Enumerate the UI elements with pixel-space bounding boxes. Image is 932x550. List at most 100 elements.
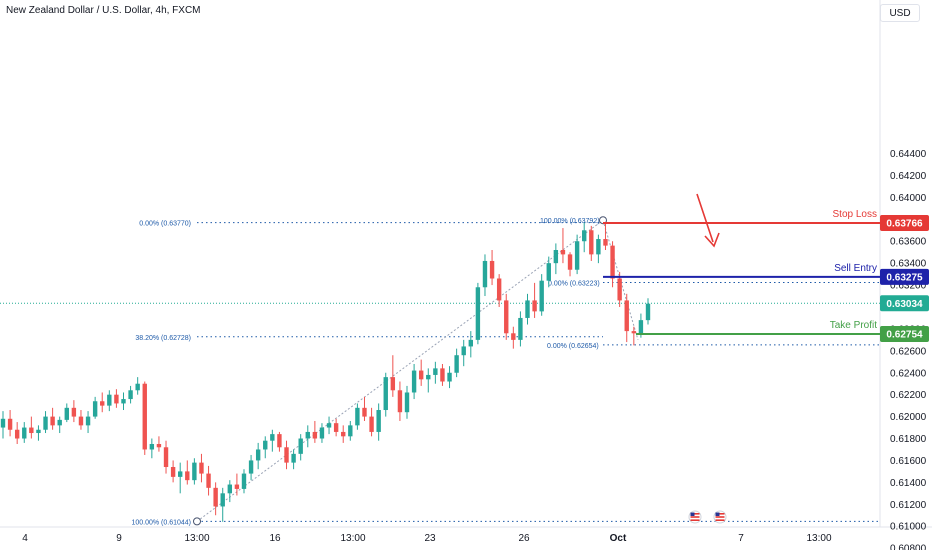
x-tick-label: 13:00 [340, 533, 365, 544]
y-tick-label: 0.63600 [890, 237, 927, 248]
candle-body [128, 390, 133, 400]
candle-body [433, 368, 438, 375]
level-name: Sell Entry [834, 263, 877, 274]
y-tick-label: 0.64200 [890, 171, 927, 182]
candle-body [114, 394, 119, 404]
candle-body [553, 250, 559, 264]
candle-body [220, 493, 225, 507]
y-tick-label: 0.64000 [890, 193, 927, 204]
fib-label: 38.20% (0.62728) [135, 335, 191, 342]
level-name: Stop Loss [833, 209, 877, 220]
candle-body [43, 416, 48, 430]
candle-body [107, 394, 112, 406]
candle-body [504, 300, 509, 334]
candle-body [234, 484, 240, 489]
y-tick-label: 0.61400 [890, 478, 927, 489]
candle-body [170, 467, 176, 477]
candle-body [326, 423, 332, 428]
y-tick-label: 0.61600 [890, 456, 927, 467]
y-tick-label: 0.62400 [890, 368, 927, 379]
candle-body [418, 370, 424, 380]
candle-body [263, 440, 268, 450]
candle-body [178, 471, 183, 477]
candle-body [142, 383, 147, 450]
x-tick-label: 13:00 [806, 533, 831, 544]
candle-body [241, 473, 247, 489]
candle-body [333, 423, 339, 432]
candle-body [440, 368, 445, 382]
chart-title: New Zealand Dollar / U.S. Dollar, 4h, FX… [6, 5, 201, 16]
candle-body [404, 392, 410, 413]
us-flag-icon [715, 513, 725, 515]
candle-body [475, 287, 481, 340]
candle-body [426, 374, 431, 380]
candle-body [397, 390, 403, 413]
candle-body [291, 453, 296, 463]
x-tick-label: 4 [22, 533, 28, 544]
candle-body [213, 487, 218, 507]
currency-button[interactable]: USD [880, 4, 920, 22]
candle-body [78, 416, 84, 426]
candle-body [645, 303, 651, 321]
candle-body [567, 254, 573, 270]
fib-label: 0.00% (0.63770) [139, 221, 191, 228]
candle-body [227, 484, 233, 494]
candle-body [589, 230, 594, 255]
y-tick-label: 0.63200 [890, 281, 927, 292]
candle-body [255, 449, 261, 461]
candle-body [156, 443, 162, 448]
candle-body [22, 427, 27, 439]
level-price-tag [880, 268, 929, 285]
y-tick-label: 0.62200 [890, 390, 927, 401]
candle-body [447, 372, 452, 382]
x-tick-label: 23 [424, 533, 436, 544]
candle-body [376, 410, 381, 432]
candle-body [582, 230, 587, 242]
candle-body [369, 416, 374, 432]
level-price-tag [880, 325, 929, 342]
candle-body [121, 399, 126, 404]
candle-body [92, 401, 98, 417]
candle-body [546, 263, 551, 281]
candle-body [36, 429, 41, 434]
candle-body [284, 447, 289, 463]
candle-body [624, 300, 629, 332]
current-price-text: 0.63034 [886, 299, 923, 310]
candle-body [454, 355, 459, 373]
y-tick-label: 0.61200 [890, 500, 927, 511]
y-tick-label: 0.60800 [890, 544, 927, 550]
candle-body [135, 383, 140, 391]
candle-body [348, 425, 353, 437]
level-price-text: 0.63766 [886, 219, 923, 230]
candle-body [248, 460, 254, 474]
candle-body [532, 300, 537, 312]
candle-body [496, 278, 502, 301]
candle-body [57, 419, 62, 426]
candle-body [185, 471, 190, 481]
current-price-tag [880, 295, 929, 312]
fib-label: 0.00% (0.63223) [548, 281, 600, 288]
candle-body [610, 245, 615, 279]
candle-body [341, 431, 346, 437]
candle-body [574, 241, 580, 270]
candle-body [461, 346, 466, 356]
candle-body [7, 418, 13, 430]
fib-trend-line [602, 220, 639, 341]
fib-label: 100.00% (0.63792) [540, 218, 600, 225]
candle-body [518, 317, 523, 340]
candle-body [270, 434, 275, 441]
us-flag-icon [715, 516, 725, 518]
y-tick-label: 0.61000 [890, 522, 927, 533]
y-tick-label: 0.62000 [890, 412, 927, 423]
candle-body [149, 443, 155, 450]
level-price-text: 0.63275 [886, 272, 923, 283]
fib-anchor-point [193, 517, 201, 526]
candle-body [277, 434, 282, 448]
candle-body [511, 333, 516, 340]
us-flag-icon [690, 519, 700, 521]
fib-label: 100.00% (0.61044) [131, 519, 191, 526]
candle-body [603, 239, 608, 246]
us-flag-icon [715, 519, 725, 521]
candle-body [206, 473, 211, 488]
